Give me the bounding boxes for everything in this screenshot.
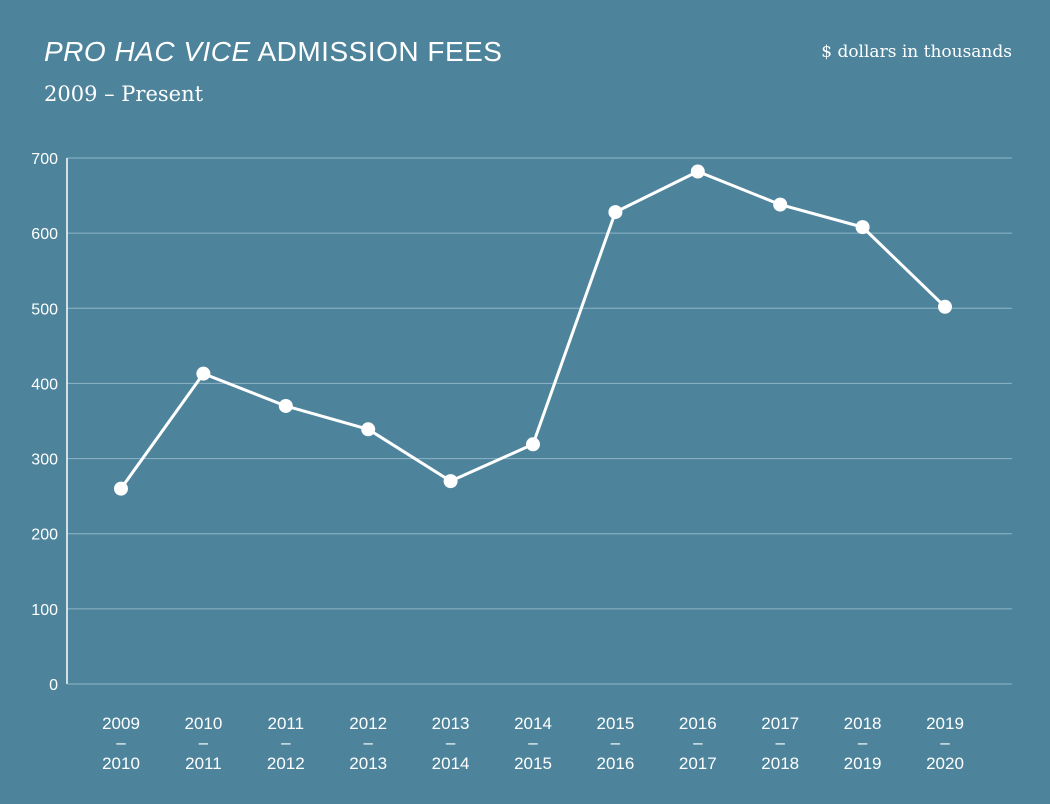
y-tick-label: 400 <box>31 376 58 393</box>
x-tick-label-separator: – <box>775 733 785 752</box>
data-point <box>773 197 788 212</box>
x-tick-label-start: 2009 <box>102 714 140 733</box>
x-tick-label-separator: – <box>446 733 456 752</box>
data-point <box>690 164 705 179</box>
x-tick-label-end: 2010 <box>102 754 140 773</box>
x-tick-label-start: 2011 <box>268 714 305 733</box>
data-point <box>114 481 128 496</box>
data-point <box>526 437 540 452</box>
x-tick-label-start: 2013 <box>432 714 470 733</box>
x-tick-label-separator: – <box>116 733 126 752</box>
x-tick-label-start: 2016 <box>679 714 717 733</box>
y-tick-label: 300 <box>31 452 58 469</box>
x-tick-label-separator: – <box>858 733 868 752</box>
chart-title-italic: PRO HAC VICE <box>44 36 251 67</box>
x-tick-label-start: 2010 <box>184 714 222 733</box>
x-tick-labels: 2009–20102010–20112011–20122012–20132013… <box>102 714 964 773</box>
x-tick-label-start: 2014 <box>514 714 552 733</box>
x-tick-label-start: 2015 <box>596 714 634 733</box>
grid-lines <box>67 157 1012 610</box>
x-tick-label-separator: – <box>611 733 621 752</box>
y-tick-label: 700 <box>31 151 58 168</box>
y-tick-label: 500 <box>31 301 58 318</box>
data-point <box>938 299 952 314</box>
data-point <box>361 422 376 437</box>
chart-title: PRO HAC VICE ADMISSION FEES <box>44 36 502 68</box>
x-tick-label-separator: – <box>693 733 703 752</box>
x-tick-label-end: 2018 <box>761 754 799 773</box>
x-tick-label-separator: – <box>940 733 950 752</box>
units-note: $ dollars in thousands <box>821 42 1012 62</box>
x-tick-label-end: 2019 <box>844 754 882 773</box>
data-point <box>608 205 623 220</box>
y-tick-label: 100 <box>31 602 58 619</box>
x-tick-label-start: 2018 <box>844 714 882 733</box>
series-group <box>114 164 952 496</box>
x-tick-label-end: 2011 <box>185 754 222 773</box>
x-tick-label-separator: – <box>199 733 209 752</box>
x-tick-label-end: 2013 <box>349 754 387 773</box>
data-point <box>855 220 870 235</box>
data-point <box>196 366 211 381</box>
x-tick-label-end: 2015 <box>514 754 552 773</box>
y-tick-label: 600 <box>31 226 58 243</box>
y-tick-labels: 0 100 200 300 400 500 600 700 <box>31 151 58 694</box>
data-point <box>278 398 293 413</box>
x-tick-label-separator: – <box>281 733 291 752</box>
x-tick-label-end: 2012 <box>267 754 305 773</box>
chart-title-rest: ADMISSION FEES <box>257 36 503 67</box>
y-tick-label: 0 <box>49 677 58 694</box>
x-tick-label-end: 2017 <box>679 754 717 773</box>
x-tick-label-end: 2020 <box>926 754 964 773</box>
x-tick-label-end: 2016 <box>596 754 634 773</box>
axes <box>66 158 1012 685</box>
x-tick-label-end: 2014 <box>432 754 470 773</box>
chart-subtitle: 2009 – Present <box>44 82 204 106</box>
x-tick-label-start: 2019 <box>926 714 964 733</box>
y-tick-label: 200 <box>31 527 58 544</box>
x-tick-label-start: 2012 <box>349 714 387 733</box>
x-tick-label-separator: – <box>528 733 538 752</box>
x-tick-label-separator: – <box>363 733 373 752</box>
x-tick-label-start: 2017 <box>761 714 799 733</box>
data-point <box>443 474 458 489</box>
